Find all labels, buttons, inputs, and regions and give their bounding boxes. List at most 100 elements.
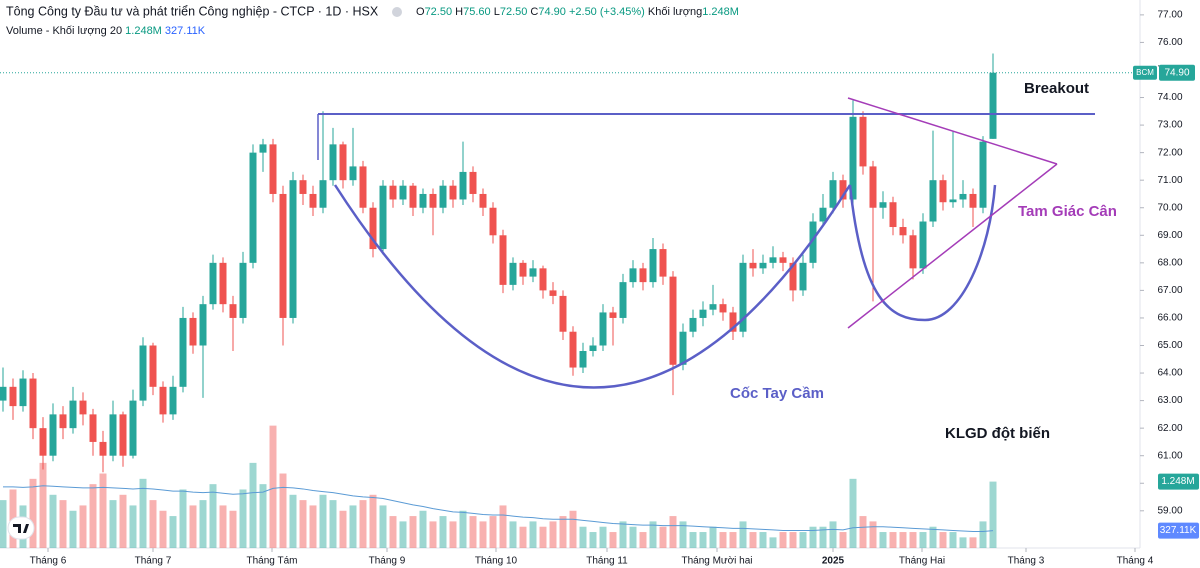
- volume-bar: [69, 510, 77, 548]
- candle-body: [49, 414, 57, 456]
- volume-bar: [769, 537, 777, 548]
- candle-body: [699, 309, 707, 318]
- volume-bar: [599, 526, 607, 548]
- candle-body: [69, 400, 77, 429]
- volume-bar: [539, 526, 547, 548]
- y-tick-label: 63.00: [1157, 395, 1182, 406]
- volume-key: Khối lượng: [648, 6, 702, 18]
- annotation-breakout: Breakout: [1024, 80, 1089, 97]
- x-tick-label: Tháng Tám: [247, 556, 298, 567]
- candle-body: [839, 180, 847, 200]
- ohlc-value: 75.60: [463, 6, 491, 18]
- volume-bar: [59, 500, 67, 548]
- volume-bar: [229, 510, 237, 548]
- candle-body: [739, 262, 747, 332]
- volume-bar: [429, 521, 437, 548]
- volume-bar: [749, 532, 757, 548]
- x-tick-label: Tháng 6: [30, 556, 67, 567]
- volume-bar: [409, 516, 417, 548]
- x-tick-label: 2025: [822, 556, 845, 567]
- candle-body: [309, 193, 317, 208]
- candle-body: [29, 378, 37, 429]
- volume-bar: [29, 478, 37, 548]
- volume-bar: [99, 473, 107, 548]
- candle-body: [89, 414, 97, 442]
- candle-body: [459, 171, 467, 200]
- candle-body: [389, 185, 397, 200]
- volume-bar: [799, 532, 807, 548]
- candle-body: [469, 171, 477, 194]
- candle-body: [559, 295, 567, 332]
- volume-bar: [859, 516, 867, 548]
- candle-body: [299, 180, 307, 194]
- y-tick-label: 77.00: [1157, 10, 1182, 21]
- volume-bar: [289, 494, 297, 548]
- candle-body: [19, 378, 27, 407]
- cup-curve: [333, 184, 852, 389]
- volume-bar: [369, 494, 377, 548]
- candle-body: [899, 227, 907, 236]
- candle-body: [549, 290, 557, 296]
- candle-body: [59, 414, 67, 429]
- candle-body: [919, 221, 927, 269]
- y-tick-label: 73.00: [1157, 120, 1182, 131]
- candle-body: [279, 193, 287, 318]
- x-tick-label: Tháng 3: [1008, 556, 1045, 567]
- candle-body: [719, 304, 727, 313]
- candle-body: [619, 282, 627, 318]
- candle-body: [819, 207, 827, 222]
- volume-bar: [359, 500, 367, 548]
- candle-body: [329, 144, 337, 181]
- candle-body: [929, 180, 937, 222]
- volume-bar: [109, 500, 117, 548]
- volume-bar: [609, 532, 617, 548]
- volume-bar: [349, 505, 357, 548]
- y-tick-label: 61.00: [1157, 450, 1182, 461]
- volume-bar: [299, 500, 307, 548]
- candle-body: [229, 304, 237, 318]
- indicator-ma: 327.11K: [165, 25, 206, 37]
- candle-body: [319, 180, 327, 208]
- ohlc-key: H: [455, 6, 463, 18]
- candle-body: [409, 185, 417, 208]
- volume-bar: [709, 526, 717, 548]
- candle-body: [729, 312, 737, 332]
- volume-bar: [819, 526, 827, 548]
- candle-body: [499, 235, 507, 285]
- volume-bar: [979, 521, 987, 548]
- volume-bar: [839, 532, 847, 548]
- volume-bar: [879, 532, 887, 548]
- volume-bar: [399, 521, 407, 548]
- volume-bar: [469, 516, 477, 548]
- last-price-tag: 74.90: [1164, 67, 1189, 78]
- candle-body: [609, 312, 617, 318]
- candle-body: [9, 386, 17, 407]
- volume-bar: [499, 505, 507, 548]
- volume-bar: [159, 510, 167, 548]
- candle-body: [519, 262, 527, 277]
- volume-bar: [789, 532, 797, 548]
- symbol-tag: BCM: [1136, 68, 1154, 77]
- ohlc-value: 72.50: [500, 6, 528, 18]
- volume-bar: [379, 505, 387, 548]
- volume-bar: [919, 532, 927, 548]
- plot: [0, 53, 997, 548]
- volume-bar: [489, 516, 497, 548]
- candle-body: [869, 166, 877, 208]
- volume-bar: [739, 521, 747, 548]
- candle-body: [339, 144, 347, 181]
- ohlc-legend: O72.50 H75.60 L72.50 C74.90 +2.50 (+3.45…: [416, 6, 739, 18]
- candle-body: [539, 268, 547, 291]
- volume-bar: [129, 505, 137, 548]
- candle-body: [979, 141, 987, 208]
- logo-mark: [13, 524, 29, 533]
- drawings: [317, 97, 1095, 389]
- candle-body: [639, 268, 647, 283]
- candle-body: [79, 400, 87, 415]
- candle-body: [849, 116, 857, 200]
- candle-body: [489, 207, 497, 236]
- volume-bar: [639, 532, 647, 548]
- x-tick-label: Tháng 10: [475, 556, 518, 567]
- volume-bar: [849, 478, 857, 548]
